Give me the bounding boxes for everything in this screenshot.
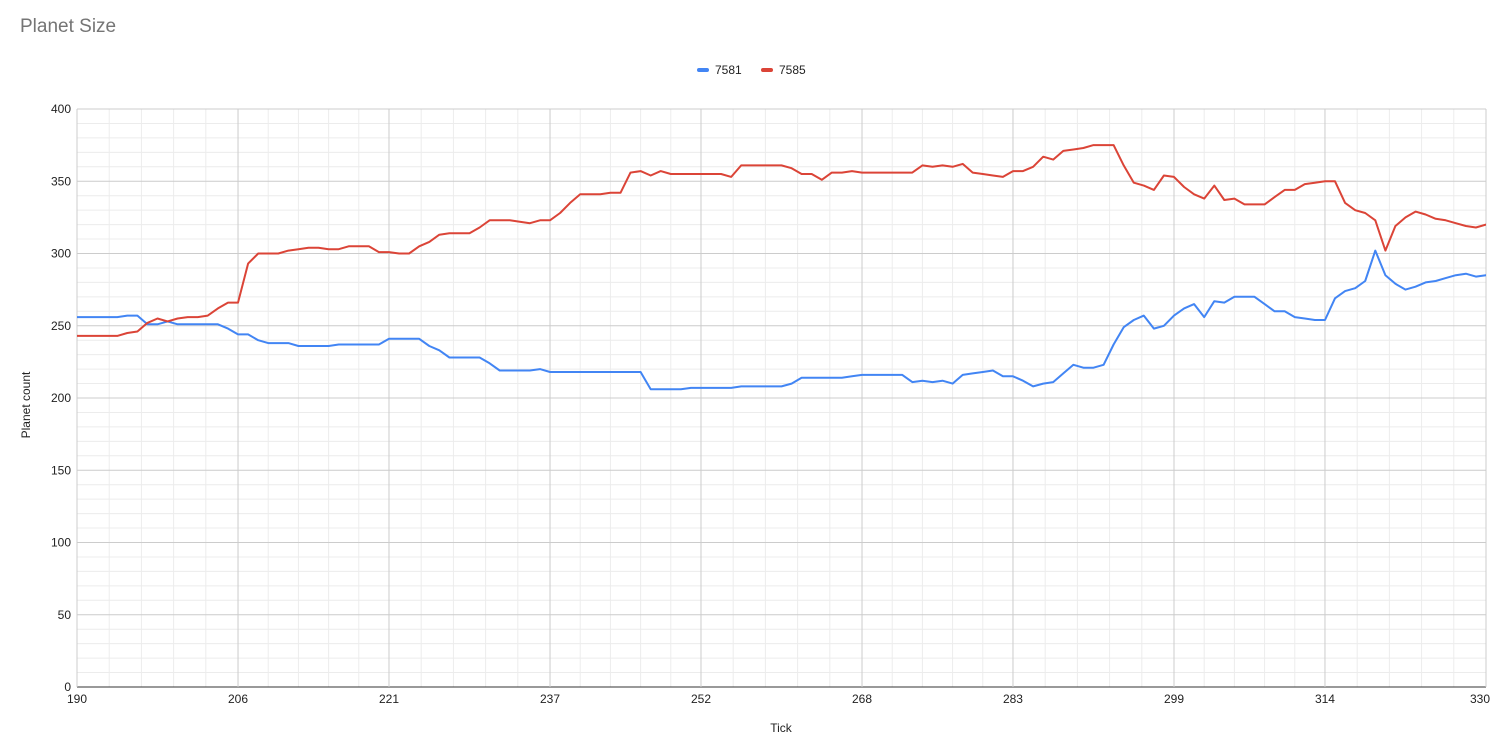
legend-swatch-7585	[761, 68, 773, 72]
x-tick-label: 190	[67, 692, 87, 706]
series-line-7585	[77, 144, 1486, 337]
y-tick-label: 50	[58, 608, 72, 622]
major-gridlines	[76, 108, 1487, 688]
x-tick-label: 237	[540, 692, 560, 706]
x-axis-ticks: 190 206 221 237 252 268 283 299 314 330	[67, 692, 1490, 706]
legend-label-7581: 7581	[715, 63, 742, 77]
series-lines	[77, 144, 1486, 391]
y-tick-label: 100	[51, 536, 71, 550]
x-tick-label: 299	[1164, 692, 1184, 706]
legend-label-7585: 7585	[779, 63, 806, 77]
x-tick-label: 268	[852, 692, 872, 706]
y-tick-label: 400	[51, 102, 71, 116]
x-tick-label: 314	[1315, 692, 1335, 706]
legend-swatch-7581	[697, 68, 709, 72]
y-tick-label: 200	[51, 391, 71, 405]
x-axis-label: Tick	[770, 721, 793, 735]
chart-title: Planet Size	[20, 16, 117, 37]
y-axis-label: Planet count	[19, 371, 33, 438]
y-tick-label: 300	[51, 247, 71, 261]
y-tick-label: 350	[51, 174, 71, 188]
y-tick-label: 0	[64, 680, 71, 694]
series-line-7581	[77, 249, 1486, 391]
y-axis-ticks: 0 50 100 150 200 250 300 350 400	[51, 102, 71, 694]
x-tick-label: 330	[1470, 692, 1490, 706]
x-tick-label: 252	[691, 692, 711, 706]
x-tick-label: 221	[379, 692, 399, 706]
y-tick-label: 250	[51, 319, 71, 333]
legend: 7581 7585	[697, 63, 806, 77]
x-tick-label: 206	[228, 692, 248, 706]
x-tick-label: 283	[1003, 692, 1023, 706]
y-tick-label: 150	[51, 463, 71, 477]
